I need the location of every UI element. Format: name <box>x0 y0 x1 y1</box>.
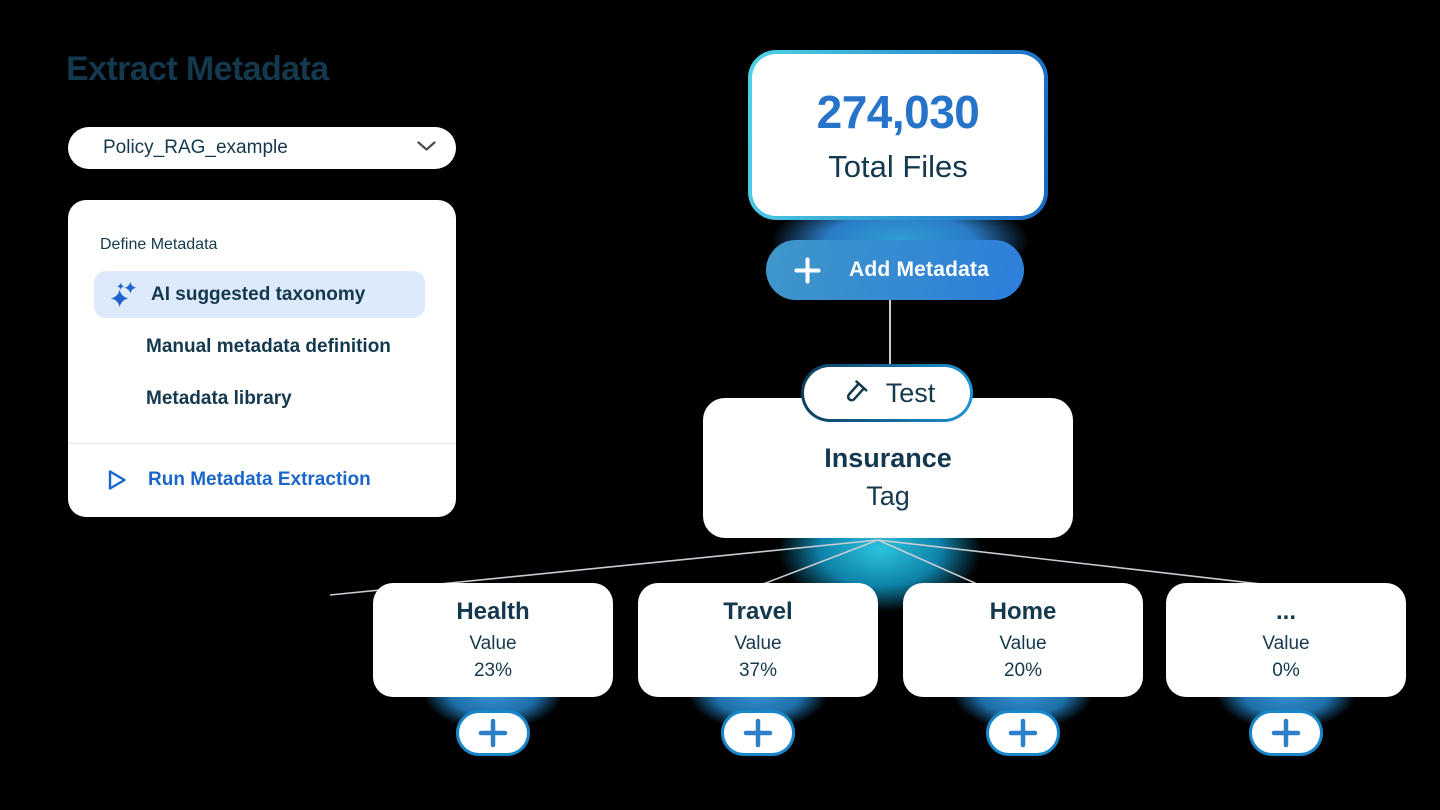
add-child-button-travel[interactable] <box>721 710 795 756</box>
option-ai-suggested-taxonomy[interactable]: AI suggested taxonomy <box>94 271 425 318</box>
plus-icon <box>794 257 821 284</box>
child-title: Home <box>989 597 1057 625</box>
run-metadata-extraction-button[interactable]: Run Metadata Extraction <box>106 468 371 492</box>
option-label: Manual metadata definition <box>146 336 391 357</box>
option-label: Metadata library <box>146 388 292 409</box>
test-tube-icon <box>839 377 871 409</box>
panel-heading: Define Metadata <box>100 236 218 253</box>
plus-icon <box>1007 717 1039 749</box>
total-files-label: Total Files <box>828 149 968 184</box>
panel-divider <box>68 443 456 444</box>
add-child-button-health[interactable] <box>456 710 530 756</box>
option-label: AI suggested taxonomy <box>151 283 366 305</box>
plus-icon <box>1270 717 1302 749</box>
child-title: Health <box>456 597 530 625</box>
child-value: 20% <box>1003 659 1043 681</box>
child-title: ... <box>1275 597 1296 625</box>
child-card-more[interactable]: ... Value 0% <box>1166 583 1406 697</box>
child-card-home[interactable]: Home Value 20% <box>903 583 1143 697</box>
chevron-down-icon <box>417 139 436 157</box>
child-value-label: Value <box>1262 632 1310 654</box>
add-metadata-label: Add Metadata <box>849 258 990 281</box>
child-value: 23% <box>473 659 513 681</box>
option-manual-metadata-definition[interactable]: Manual metadata definition <box>146 336 391 358</box>
add-metadata-button[interactable]: Add Metadata <box>766 240 1024 300</box>
tag-subtitle: Tag <box>866 480 910 511</box>
child-card-travel[interactable]: Travel Value 37% <box>638 583 878 697</box>
dataset-dropdown[interactable]: Policy_RAG_example <box>68 127 456 169</box>
add-child-button-home[interactable] <box>986 710 1060 756</box>
test-button[interactable]: Test <box>801 364 973 422</box>
define-metadata-panel: Define Metadata AI suggested taxonomy Ma… <box>68 200 456 517</box>
child-title: Travel <box>723 597 793 625</box>
total-files-count: 274,030 <box>816 86 980 138</box>
child-card-health[interactable]: Health Value 23% <box>373 583 613 697</box>
child-value-label: Value <box>734 632 782 654</box>
child-value-label: Value <box>469 632 517 654</box>
connector-line <box>889 298 891 368</box>
run-label: Run Metadata Extraction <box>148 469 371 490</box>
child-value-label: Value <box>999 632 1047 654</box>
total-files-card: 274,030 Total Files <box>748 50 1048 220</box>
plus-icon <box>477 717 509 749</box>
play-icon <box>106 468 128 492</box>
tag-title: Insurance <box>824 442 952 473</box>
child-value: 0% <box>1272 659 1300 681</box>
test-label: Test <box>885 377 936 408</box>
child-value: 37% <box>738 659 778 681</box>
add-child-button-more[interactable] <box>1249 710 1323 756</box>
option-metadata-library[interactable]: Metadata library <box>146 388 292 410</box>
plus-icon <box>742 717 774 749</box>
sparkles-icon <box>109 280 138 309</box>
dataset-dropdown-value: Policy_RAG_example <box>103 137 288 158</box>
page-title: Extract Metadata <box>66 50 329 88</box>
